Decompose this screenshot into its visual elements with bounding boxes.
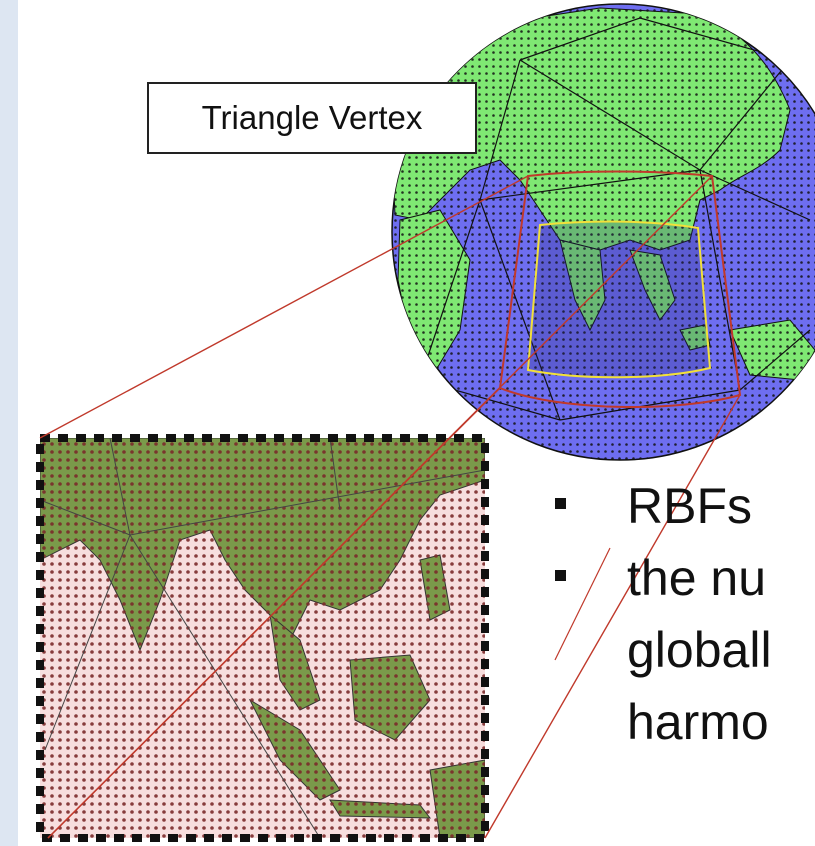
bullet-continuation-text: globall <box>627 622 772 678</box>
globe-triangle-edges <box>419 17 811 421</box>
globe-yellow-patch <box>526 220 712 379</box>
triangle-vertex-callout: Triangle Vertex <box>147 82 477 154</box>
bullet-continuation-text: harmo <box>627 694 769 750</box>
bullet-item: the nu <box>555 542 815 614</box>
bullet-text: RBFs <box>627 478 752 534</box>
globe-icon <box>391 3 815 461</box>
inset-triangle-edges <box>40 438 485 838</box>
callout-label: Triangle Vertex <box>201 99 423 136</box>
zoom-connector-lines <box>39 175 741 839</box>
bullet-square-icon <box>555 498 566 509</box>
bullet-continuation: harmo <box>555 686 815 758</box>
connector-overlap-line <box>554 547 611 661</box>
bullet-text: the nu <box>627 550 767 606</box>
slide-left-strip <box>0 0 18 846</box>
bullet-square-icon <box>555 570 566 581</box>
bullet-item: RBFs <box>555 470 815 542</box>
zoomed-map-icon <box>36 434 489 842</box>
bullet-continuation: globall <box>555 614 815 686</box>
bullet-list: RBFs the nu globall harmo <box>555 470 815 758</box>
